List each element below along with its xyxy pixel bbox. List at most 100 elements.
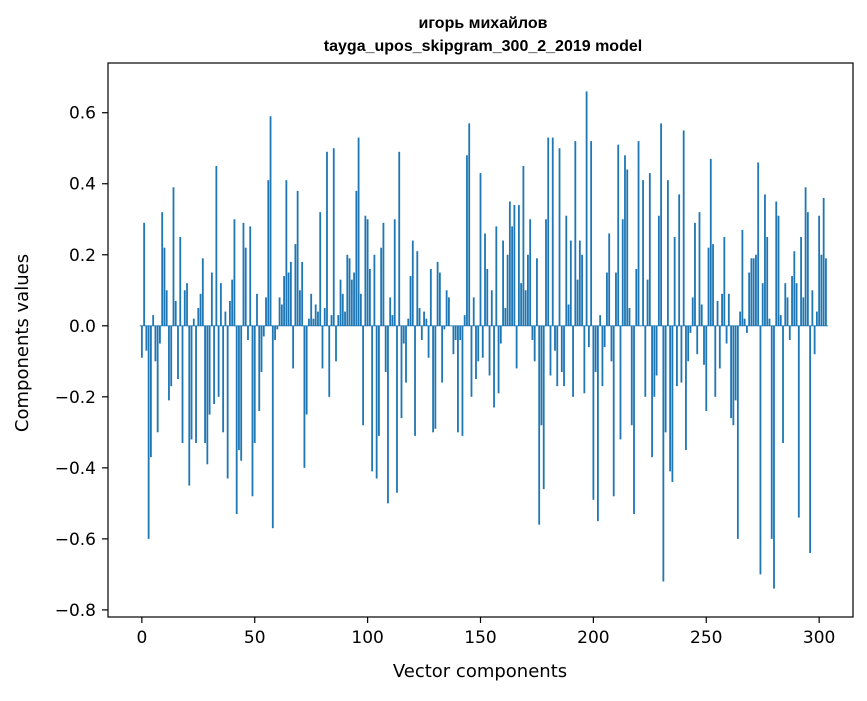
bar [304,326,306,468]
bar [385,326,387,372]
bar [306,326,308,415]
bar [200,294,202,326]
bar [419,308,421,326]
bar [635,269,637,326]
bar [267,180,269,326]
bar [376,326,378,479]
bar [482,326,484,358]
bar [173,187,175,325]
bar [182,326,184,443]
bar [342,294,344,326]
bar [184,290,186,326]
bar [486,269,488,326]
bar [561,326,563,372]
bar [769,319,771,326]
bar [331,315,333,326]
bar [705,326,707,411]
bar [240,326,242,461]
bar [597,326,599,521]
bar [757,162,759,325]
bar [313,319,315,326]
bar [753,258,755,325]
bar [170,326,172,386]
y-tick-label: 0.4 [69,175,96,195]
bar [195,326,197,443]
bar [723,237,725,326]
bar [683,130,685,325]
bar [685,326,687,450]
bar [213,326,215,404]
bar [513,205,515,326]
bar [186,283,188,326]
bar [152,315,154,326]
bar [301,262,303,326]
bar [177,326,179,379]
bar [811,290,813,326]
bar [166,290,168,326]
bar [509,202,511,326]
bar [674,237,676,326]
bar [288,273,290,326]
bar [532,326,534,340]
bar [791,276,793,326]
bar [191,326,193,440]
x-tick-label: 150 [464,628,496,648]
bar [428,326,430,358]
bar [504,308,506,326]
bar [202,258,204,325]
bar [805,187,807,325]
bar [258,326,260,411]
bar [559,148,561,326]
bar [453,326,455,354]
bar [193,319,195,326]
bar [333,148,335,326]
bar [534,326,536,362]
bar [148,326,150,539]
bar [692,297,694,325]
bar [732,326,734,425]
bar [437,262,439,326]
bar [703,326,705,365]
bar [480,173,482,326]
bar [243,223,245,326]
x-axis-label: Vector components [393,661,567,682]
bar [518,205,520,326]
bar [159,326,161,344]
bar [464,315,466,326]
bar [665,326,667,433]
bar [678,194,680,325]
y-tick-label: −0.2 [55,388,96,408]
bar [699,212,701,326]
bar [741,230,743,326]
x-tick-label: 50 [244,628,266,648]
bar [694,223,696,326]
bar [281,304,283,325]
bar [701,304,703,325]
bar [276,326,278,330]
bar [708,248,710,326]
bar [462,326,464,436]
bar [274,326,276,340]
bar [687,326,689,362]
bar [595,326,597,372]
bar [378,326,380,436]
y-tick-label: −0.8 [55,601,96,621]
bar [563,326,565,386]
bar [441,326,443,383]
bar [161,212,163,326]
bar [726,326,728,344]
bar [583,326,585,393]
bar [337,315,339,326]
bar [432,326,434,433]
bar [421,326,423,340]
bar [541,326,543,425]
bar [751,258,753,325]
bar [608,233,610,325]
bar [473,297,475,325]
bar [283,276,285,326]
bar [407,319,409,326]
bar [231,280,233,326]
bar [814,326,816,354]
bar [554,326,556,351]
